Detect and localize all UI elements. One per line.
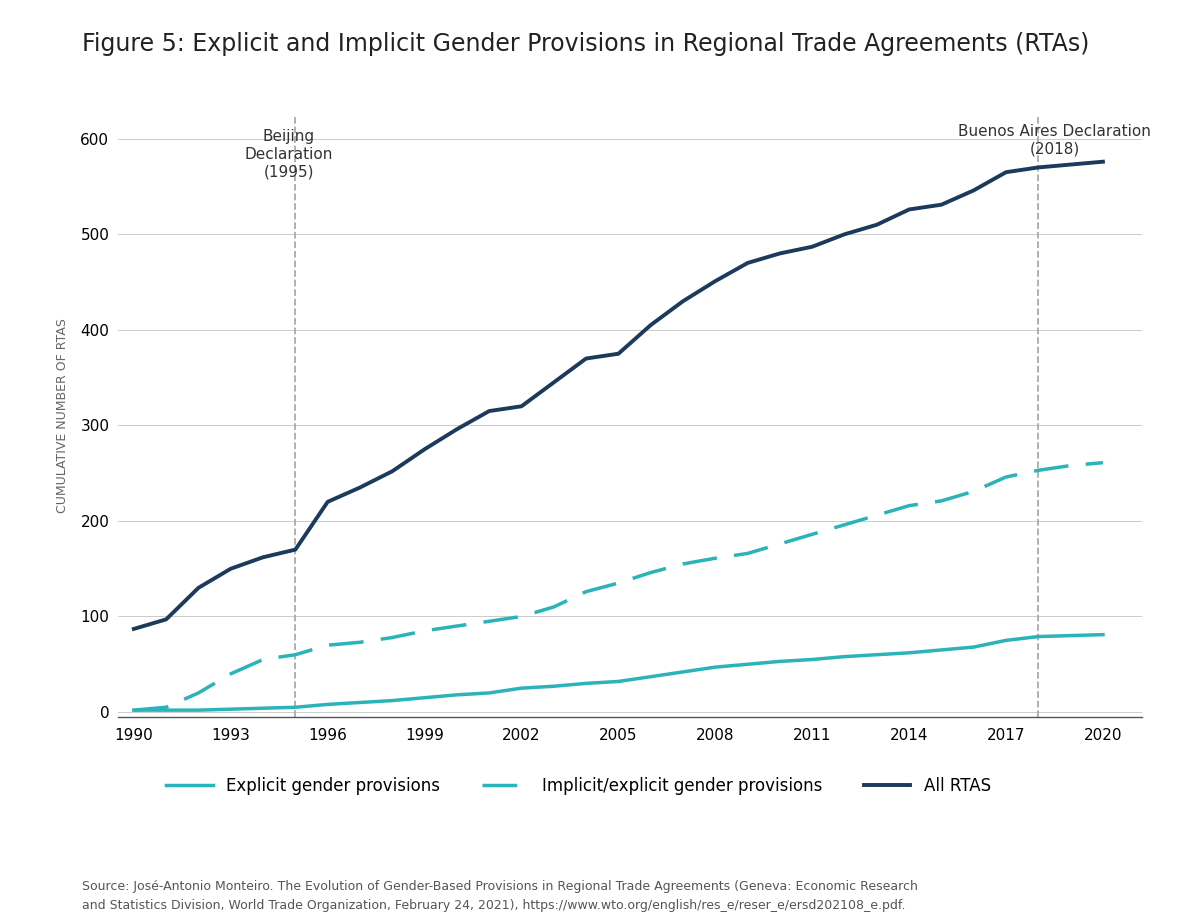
Y-axis label: CUMULATIVE NUMBER OF RTAS: CUMULATIVE NUMBER OF RTAS — [56, 318, 69, 514]
Text: Source: José-Antonio Monteiro. The Evolution of Gender-Based Provisions in Regio: Source: José-Antonio Monteiro. The Evolu… — [82, 880, 918, 893]
Text: Beijing
Declaration
(1995): Beijing Declaration (1995) — [245, 130, 333, 179]
Text: Figure 5: Explicit and Implicit Gender Provisions in Regional Trade Agreements (: Figure 5: Explicit and Implicit Gender P… — [82, 32, 1090, 56]
Text: Buenos Aires Declaration
(2018): Buenos Aires Declaration (2018) — [958, 124, 1151, 157]
Text: and Statistics Division, World Trade Organization, February 24, 2021), https://w: and Statistics Division, World Trade Org… — [82, 899, 906, 912]
Legend: Explicit gender provisions, Implicit/explicit gender provisions, All RTAS: Explicit gender provisions, Implicit/exp… — [159, 770, 998, 801]
